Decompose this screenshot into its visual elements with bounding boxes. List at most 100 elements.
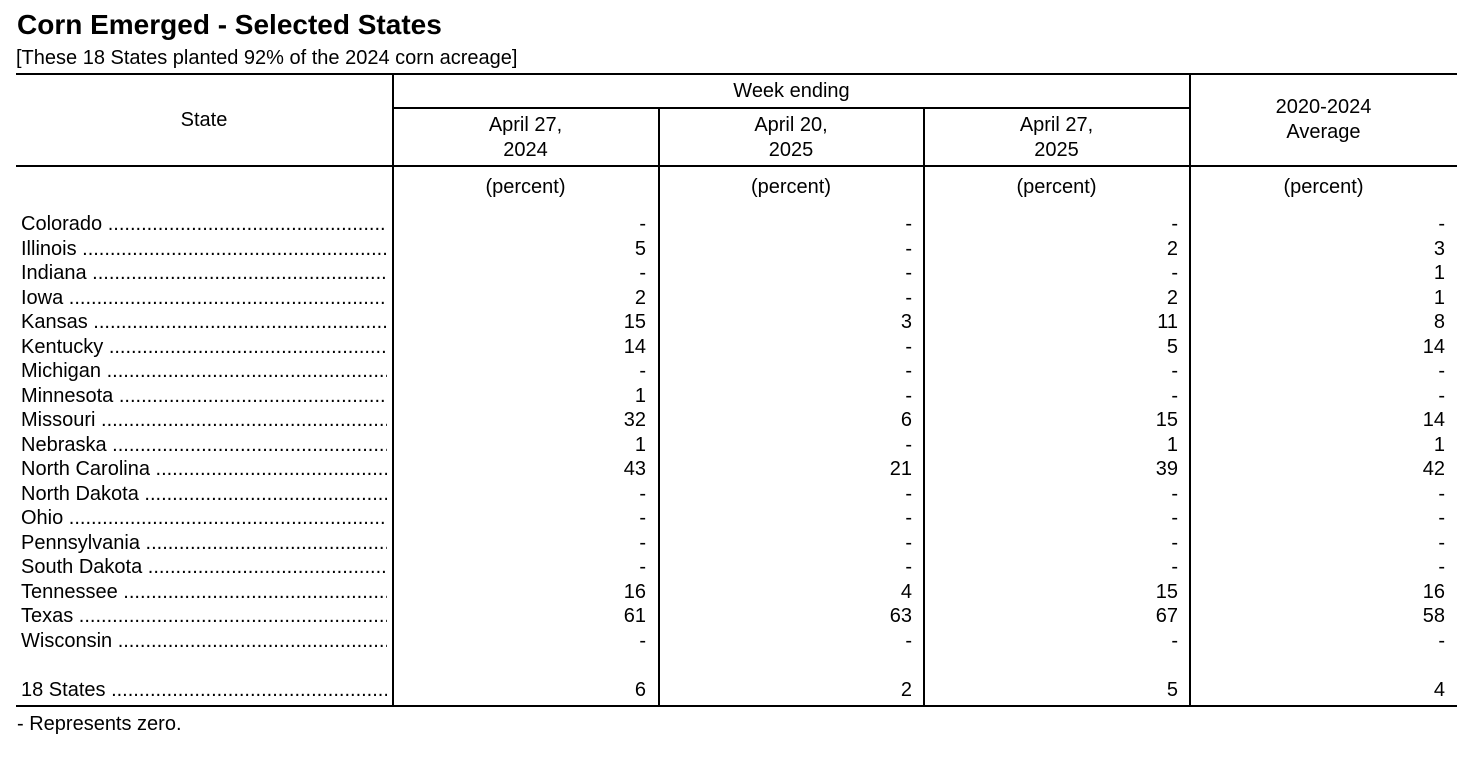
value-cell: - [905,385,912,407]
value-cell: 15 [1155,581,1178,603]
value-cell: - [639,630,646,652]
value-cell: 58 [1422,605,1445,627]
unit-label: (percent) [485,176,566,198]
value-cell: - [639,483,646,505]
state-name: South Dakota [21,555,387,579]
value-cell: 14 [1422,336,1445,358]
value-cell: - [639,507,646,529]
value-cell: 21 [889,458,912,480]
table-top-rule [16,73,1457,75]
value-cell: 32 [623,409,646,431]
unit-label: (percent) [750,176,832,198]
value-cell: - [639,262,646,284]
value-cell: - [1171,262,1178,284]
value-cell: 4 [900,581,912,603]
value-cell: - [905,287,912,309]
value-cell: - [905,238,912,260]
page-title: Corn Emerged - Selected States [17,9,442,40]
value-cell: - [905,434,912,456]
value-cell: - [1438,213,1445,235]
column-divider-4 [1189,73,1191,706]
column-header-april-27-2025: April 27, 2025 [924,113,1189,163]
value-cell: 16 [623,581,646,603]
column-divider-1 [392,73,394,706]
column-header-2020-2024-average: 2020-2024 Average [1190,95,1457,145]
state-name: Wisconsin [21,629,387,653]
value-cell: 4 [1433,679,1445,701]
value-cell: - [905,262,912,284]
state-name: Tennessee [21,580,387,604]
value-cell: - [1171,507,1178,529]
column-header-line: 2025 [768,139,814,161]
value-cell: - [1171,483,1178,505]
value-cell: - [905,507,912,529]
value-cell: - [1171,385,1178,407]
value-cell: - [1438,385,1445,407]
value-cell: 1 [1166,434,1178,456]
value-cell: 2 [1166,238,1178,260]
value-cell: 14 [623,336,646,358]
value-cell: 3 [1433,238,1445,260]
value-cell: - [905,630,912,652]
value-cell: - [639,532,646,554]
column-header-line: Average [1286,121,1361,143]
state-name: Iowa [21,286,387,310]
value-cell: 5 [1166,336,1178,358]
state-name: Minnesota [21,384,387,408]
value-cell: 2 [1166,287,1178,309]
value-cell: 63 [889,605,912,627]
column-header-line: 2020-2024 [1275,96,1372,118]
column-header-line: 2024 [503,139,548,161]
value-cell: - [1171,630,1178,652]
value-cell: 67 [1155,605,1178,627]
value-cell: - [1171,360,1178,382]
value-cell: 11 [1157,311,1178,333]
state-name: Kentucky [21,335,387,359]
value-cell: - [905,213,912,235]
value-cell: 1 [1433,287,1445,309]
value-cell: 5 [1166,679,1178,701]
value-cell: - [905,556,912,578]
value-cell: - [1171,556,1178,578]
state-header: State [180,109,228,131]
value-cell: 14 [1422,409,1445,431]
week-ending-rule [392,107,1190,109]
week-ending-header: Week ending [733,80,850,102]
value-cell: 61 [623,605,646,627]
unit-label: (percent) [1283,176,1364,198]
value-cell: 1 [634,385,646,407]
page-subtitle: [These 18 States planted 92% of the 2024… [16,47,518,69]
column-header-april-27-2024: April 27, 2024 [393,113,658,163]
value-cell: - [1171,213,1178,235]
state-name: Pennsylvania [21,531,387,555]
state-name: Nebraska [21,433,387,457]
value-cell: 43 [623,458,646,480]
value-cell: 42 [1422,458,1445,480]
value-cell: - [1438,630,1445,652]
unit-label: (percent) [1016,176,1097,198]
value-cell: - [1438,483,1445,505]
state-name: North Carolina [21,457,387,481]
state-name: Kansas [21,310,387,334]
footnote: - Represents zero. [17,713,182,735]
value-cell: - [905,532,912,554]
value-cell: - [1438,360,1445,382]
value-cell: - [905,336,912,358]
value-cell: 16 [1422,581,1445,603]
value-cell: 8 [1433,311,1445,333]
column-header-line: 2025 [1034,139,1079,161]
state-name: Indiana [21,261,387,285]
value-cell: - [1438,507,1445,529]
state-name: Colorado [21,212,387,236]
value-cell: 5 [634,238,646,260]
value-cell: 1 [1433,262,1445,284]
value-cell: - [905,483,912,505]
state-name: North Dakota [21,482,387,506]
value-cell: 6 [900,409,912,431]
state-name: Texas [21,604,387,628]
value-cell: - [639,213,646,235]
column-header-line: April 20, [754,114,828,136]
value-cell: - [639,360,646,382]
value-cell: - [1438,556,1445,578]
value-cell: - [639,556,646,578]
